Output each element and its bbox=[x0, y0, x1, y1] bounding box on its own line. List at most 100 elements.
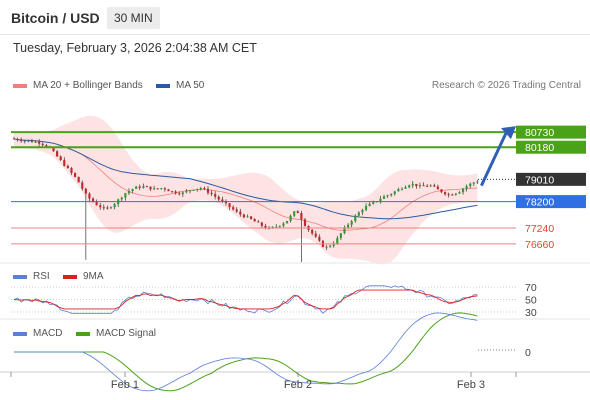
candle-body-90 bbox=[336, 237, 339, 245]
rsi-line bbox=[13, 285, 478, 314]
candle-body-11 bbox=[52, 147, 55, 152]
candle-body-115 bbox=[426, 185, 429, 187]
candle-body-120 bbox=[444, 192, 447, 195]
candle-body-7 bbox=[38, 141, 41, 144]
level-tag-text-76660: 76660 bbox=[525, 239, 554, 251]
candle-body-58 bbox=[221, 199, 224, 202]
candle-body-118 bbox=[436, 186, 439, 190]
level-tag-text-77240: 77240 bbox=[525, 223, 554, 235]
candle-body-75 bbox=[282, 223, 285, 226]
candle-body-116 bbox=[429, 185, 432, 187]
candle-body-54 bbox=[206, 188, 210, 193]
level-tag-80180 bbox=[516, 140, 586, 154]
9ma-legend-label: 9MA bbox=[83, 271, 104, 282]
candle-body-112 bbox=[415, 183, 418, 187]
candle-body-126 bbox=[465, 186, 468, 189]
candle-body-19 bbox=[81, 182, 84, 189]
candle-body-74 bbox=[278, 225, 281, 227]
legend-rsi: RSI bbox=[13, 271, 50, 282]
candle-body-39 bbox=[153, 188, 156, 190]
timeframe-button[interactable]: 30 MIN bbox=[107, 7, 160, 29]
candle-body-111 bbox=[411, 183, 414, 186]
candle-body-34 bbox=[135, 186, 138, 189]
chart-header: Bitcoin / USD 30 MIN bbox=[0, 0, 590, 35]
candle-body-47 bbox=[181, 192, 184, 195]
candle-body-109 bbox=[404, 187, 407, 189]
candle-body-15 bbox=[66, 165, 69, 169]
candle-body-83 bbox=[311, 229, 314, 234]
candle-body-88 bbox=[329, 245, 332, 247]
legend-macd: MACD bbox=[13, 328, 62, 339]
candle-body-79 bbox=[296, 211, 299, 214]
level-tag-text-80180: 80180 bbox=[525, 142, 554, 154]
candle-body-14 bbox=[63, 160, 66, 166]
level-tag-79010 bbox=[516, 172, 586, 186]
candle-body-95 bbox=[354, 215, 357, 222]
candle-body-73 bbox=[275, 226, 278, 228]
candle-body-9 bbox=[45, 145, 48, 147]
candle-body-2 bbox=[20, 140, 23, 142]
candle-body-55 bbox=[210, 192, 213, 195]
candle-body-117 bbox=[433, 185, 436, 187]
candle-body-40 bbox=[156, 188, 159, 190]
candle-body-0 bbox=[12, 138, 16, 140]
rsi-level-label-50: 50 bbox=[525, 295, 537, 307]
candle-body-107 bbox=[397, 189, 400, 192]
candle-body-59 bbox=[224, 201, 228, 204]
candle-body-44 bbox=[170, 191, 174, 193]
rsi-swatch bbox=[13, 274, 27, 279]
candle-body-64 bbox=[242, 214, 245, 218]
candle-body-69 bbox=[260, 222, 263, 226]
level-tag-text-80730: 80730 bbox=[525, 127, 554, 139]
ma50-swatch bbox=[156, 83, 170, 88]
candle-body-63 bbox=[239, 211, 242, 215]
ma50-legend-label: MA 50 bbox=[176, 80, 205, 91]
rsi-level-label-70: 70 bbox=[525, 282, 537, 294]
candle-body-42 bbox=[163, 188, 166, 190]
candle-body-105 bbox=[390, 194, 393, 196]
candle-body-127 bbox=[469, 183, 472, 187]
candle-body-16 bbox=[70, 168, 73, 173]
candle-body-57 bbox=[217, 196, 220, 200]
candle-body-104 bbox=[386, 195, 389, 197]
candle-body-4 bbox=[27, 140, 30, 142]
candle-body-3 bbox=[23, 140, 26, 142]
candle-body-106 bbox=[393, 191, 396, 195]
candle-body-56 bbox=[214, 194, 217, 197]
candle-body-60 bbox=[228, 203, 231, 208]
candle-body-98 bbox=[364, 206, 368, 210]
macd-swatch bbox=[13, 331, 27, 336]
candle-body-48 bbox=[185, 190, 188, 193]
candle-body-32 bbox=[127, 191, 131, 194]
candle-body-30 bbox=[120, 197, 123, 200]
candle-body-8 bbox=[41, 143, 44, 146]
macd-level-label-0: 0 bbox=[525, 347, 531, 359]
ma20-legend-label: MA 20 + Bollinger Bands bbox=[33, 80, 143, 91]
candle-body-18 bbox=[77, 176, 80, 183]
candle-body-22 bbox=[91, 198, 95, 202]
bollinger-band-area bbox=[14, 115, 478, 265]
legend-macd-signal: MACD Signal bbox=[76, 328, 156, 339]
candle-body-96 bbox=[357, 212, 360, 216]
level-tag-text-78200: 78200 bbox=[525, 197, 554, 209]
level-tag-78200 bbox=[516, 195, 586, 209]
candle-body-84 bbox=[314, 233, 317, 237]
candle-body-51 bbox=[196, 188, 199, 190]
level-tag-80730 bbox=[516, 125, 586, 139]
candle-body-70 bbox=[264, 225, 267, 229]
x-tick-label-0: Feb 1 bbox=[111, 379, 139, 391]
candle-body-119 bbox=[440, 189, 443, 193]
macd-line bbox=[14, 312, 478, 392]
ma50-line bbox=[13, 138, 478, 220]
candle-body-103 bbox=[382, 196, 386, 199]
x-tick-label-1: Feb 2 bbox=[284, 379, 312, 391]
candle-body-100 bbox=[372, 201, 375, 204]
candle-body-46 bbox=[178, 193, 181, 195]
ma20-swatch bbox=[13, 83, 27, 88]
candle-body-49 bbox=[188, 190, 192, 192]
candle-body-125 bbox=[461, 188, 465, 193]
candle-body-25 bbox=[102, 207, 105, 209]
candle-body-38 bbox=[149, 186, 152, 190]
